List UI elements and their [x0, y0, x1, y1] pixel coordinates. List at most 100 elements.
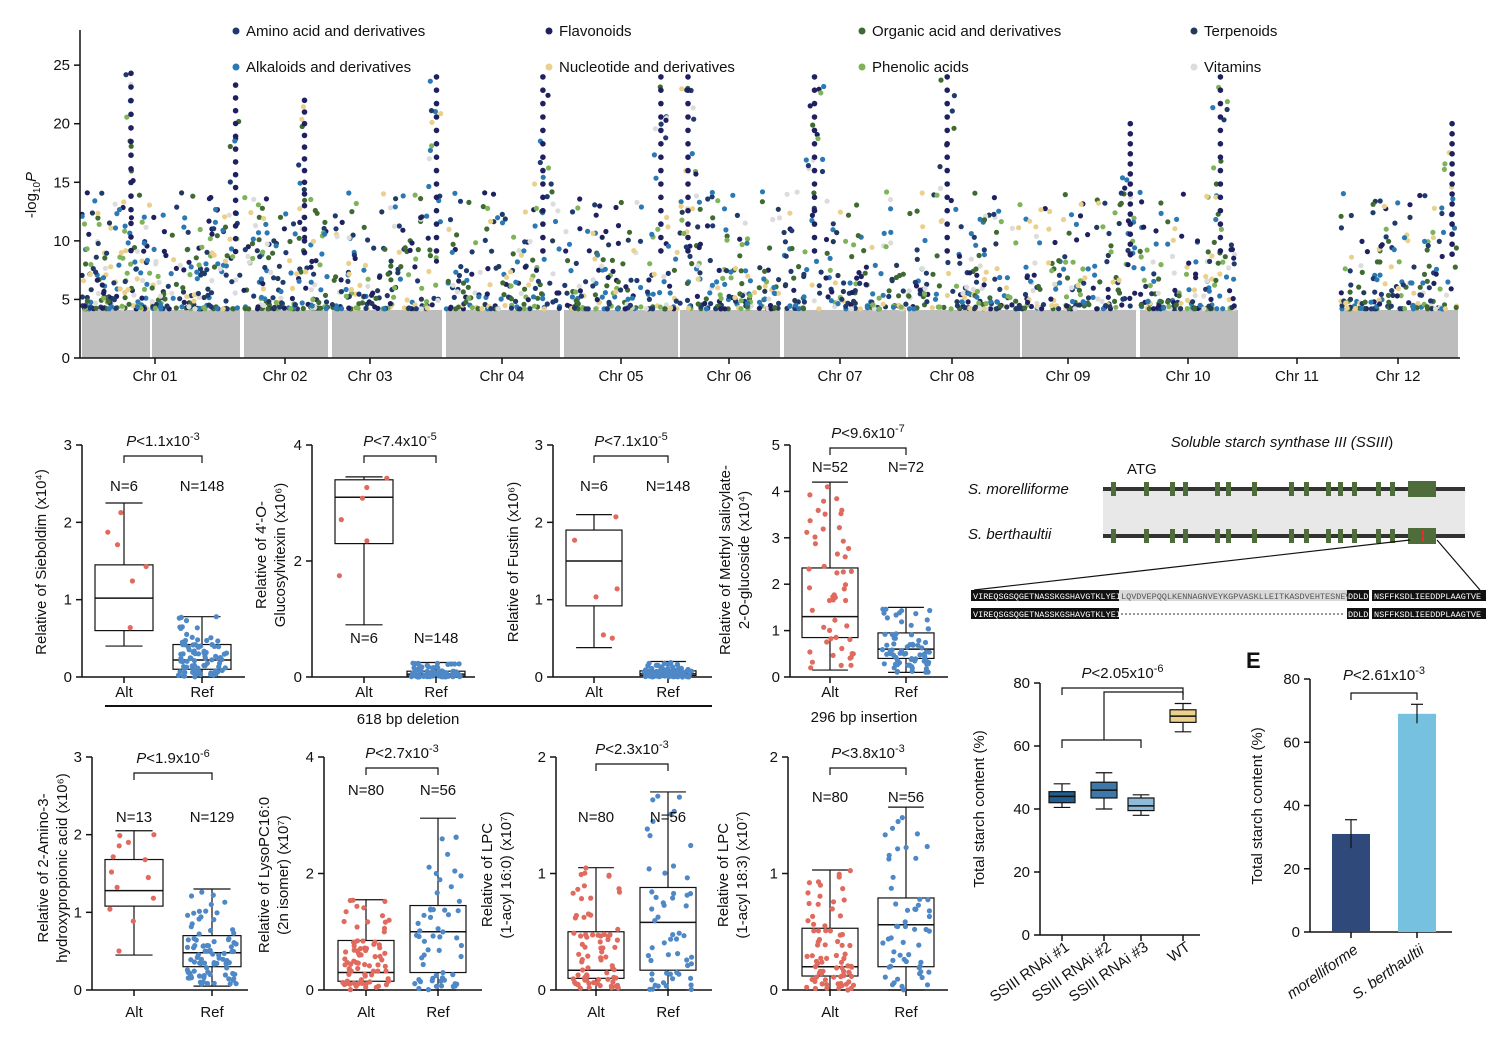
metabolite-point — [102, 255, 108, 261]
data-point — [610, 979, 616, 985]
background-band — [446, 309, 560, 358]
metabolite-point — [1378, 291, 1384, 297]
metabolite-point — [1085, 232, 1091, 238]
metabolite-point — [550, 271, 556, 277]
metabolite-point — [296, 235, 302, 241]
metabolite-point — [141, 240, 147, 246]
metabolite-point — [792, 297, 798, 304]
peak-point — [301, 249, 308, 256]
data-point — [812, 985, 819, 992]
metabolite-point — [634, 199, 640, 205]
metabolite-point — [371, 245, 377, 251]
metabolite-point — [600, 257, 606, 263]
metabolite-point — [475, 306, 481, 312]
n-label: N=148 — [180, 478, 225, 495]
metabolite-point — [655, 226, 661, 232]
metabolite-point — [881, 230, 887, 236]
metabolite-point — [1118, 190, 1124, 196]
metabolite-point — [959, 299, 965, 305]
data-point — [847, 942, 853, 949]
metabolite-point — [456, 278, 462, 284]
peak-point — [433, 100, 440, 107]
metabolite-point — [151, 214, 157, 220]
peak-point — [1449, 181, 1455, 187]
metabolite-point — [718, 306, 724, 312]
metabolite-point — [292, 302, 298, 308]
data-point — [613, 514, 619, 520]
metabolite-point — [212, 219, 218, 225]
data-point — [366, 963, 372, 969]
metabolite-point — [1046, 260, 1052, 266]
metabolite-point — [527, 306, 533, 312]
data-point — [665, 952, 672, 958]
data-point — [457, 673, 463, 679]
metabolite-point — [1385, 292, 1392, 298]
metabolite-point — [518, 290, 524, 297]
data-point — [386, 917, 392, 923]
peak-point — [128, 166, 134, 172]
data-point — [894, 923, 900, 929]
metabolite-point — [406, 305, 412, 311]
significance-bracket — [593, 455, 669, 463]
data-point — [604, 970, 610, 976]
metabolite-point — [966, 290, 972, 297]
legend-swatch — [232, 63, 240, 71]
chromosome-label: Chr 02 — [262, 368, 307, 385]
metabolite-point — [1150, 306, 1157, 312]
metabolite-point — [1209, 276, 1215, 282]
metabolite-point — [201, 304, 207, 311]
rnai-group-bracket — [1061, 691, 1184, 748]
metabolite-point — [502, 302, 508, 309]
metabolite-point — [510, 251, 516, 257]
metabolite-point — [954, 303, 961, 309]
data-point — [909, 664, 915, 670]
metabolite-point — [738, 298, 744, 304]
data-point — [923, 649, 930, 655]
metabolite-point — [426, 183, 432, 190]
metabolite-point — [134, 276, 140, 282]
metabolite-point — [1197, 302, 1203, 308]
metabolite-point — [745, 300, 751, 306]
metabolite-point — [974, 294, 980, 300]
metabolite-point — [540, 296, 546, 302]
p-value-label: P<9.6x10-7 — [831, 423, 905, 442]
metabolite-point — [522, 286, 528, 292]
metabolite-point — [1094, 224, 1100, 230]
metabolite-point — [157, 293, 164, 299]
data-point — [608, 983, 615, 989]
metabolite-point — [323, 305, 329, 311]
data-point — [914, 831, 921, 837]
metabolite-point — [1408, 280, 1414, 286]
legend-label: Vitamins — [1204, 59, 1261, 76]
metabolite-point — [1214, 306, 1220, 312]
metabolite-point — [537, 159, 543, 166]
data-point — [664, 970, 670, 976]
metabolite-point — [79, 272, 85, 278]
data-point — [610, 965, 616, 971]
metabolite-point — [185, 229, 191, 235]
metabolite-point — [1422, 238, 1428, 244]
metabolite-point — [962, 305, 968, 311]
metabolite-point — [678, 199, 684, 205]
data-point — [818, 955, 824, 961]
metabolite-point — [1171, 270, 1177, 276]
metabolite-point — [653, 175, 659, 181]
metabolite-point — [93, 269, 99, 275]
data-point — [433, 870, 439, 877]
metabolite-point — [418, 215, 424, 221]
metabolite-point — [139, 295, 145, 301]
metabolite-point — [1429, 306, 1435, 312]
metabolite-point — [499, 220, 506, 226]
metabolite-point — [1090, 294, 1096, 300]
metabolite-point — [533, 205, 540, 211]
metabolite-point — [136, 192, 143, 198]
peak-point — [1217, 248, 1224, 254]
metabolite-point — [650, 291, 656, 297]
data-point — [217, 655, 223, 661]
peak-point — [1127, 181, 1134, 187]
metabolite-point — [204, 267, 210, 273]
peak-point — [658, 141, 664, 147]
metabolite-point — [1053, 286, 1059, 292]
data-point — [196, 908, 202, 914]
metabolite-point — [208, 194, 214, 201]
